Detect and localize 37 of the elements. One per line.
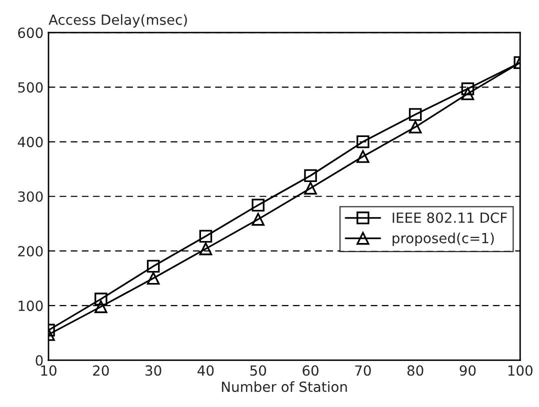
point — [94, 300, 108, 314]
x-axis-title: Number of Station — [222, 381, 347, 392]
point — [461, 87, 474, 100]
x-tick-label: 80 — [407, 365, 424, 376]
point — [356, 135, 370, 148]
point — [356, 150, 370, 163]
point — [146, 272, 160, 285]
x-tick-label: 10 — [41, 365, 56, 376]
point — [461, 82, 474, 96]
x-tick-label: 100 — [508, 365, 532, 376]
y-tick-label: 200 — [18, 246, 43, 256]
x-tick-label: 60 — [302, 365, 318, 376]
point — [199, 230, 212, 243]
point — [304, 182, 317, 195]
x-tick-label: 20 — [93, 365, 109, 376]
y-tick-label: 0 — [36, 355, 43, 366]
point — [199, 242, 212, 256]
point — [304, 169, 317, 182]
point — [252, 212, 265, 226]
x-tick-label: 50 — [250, 365, 266, 376]
x-tick-label: 70 — [355, 365, 371, 376]
x-tick-label: 90 — [460, 365, 476, 376]
legend-label: IEEE 802.11 DCF — [392, 212, 507, 223]
y-tick-label: 400 — [18, 136, 43, 148]
x-tick-label: 30 — [146, 365, 162, 376]
point — [146, 260, 160, 273]
point — [252, 198, 265, 212]
y-tick-label: 300 — [18, 191, 43, 202]
x-tick-label: 40 — [198, 365, 214, 376]
y-tick-label: 500 — [18, 82, 43, 93]
point — [408, 108, 422, 121]
y-axis-title: Access Delay(msec) — [48, 14, 187, 28]
y-tick-label: 600 — [18, 28, 43, 38]
y-tick-label: 100 — [18, 300, 43, 312]
point — [94, 292, 108, 306]
legend-label: proposed(c=1) — [392, 232, 494, 246]
point — [408, 120, 422, 134]
